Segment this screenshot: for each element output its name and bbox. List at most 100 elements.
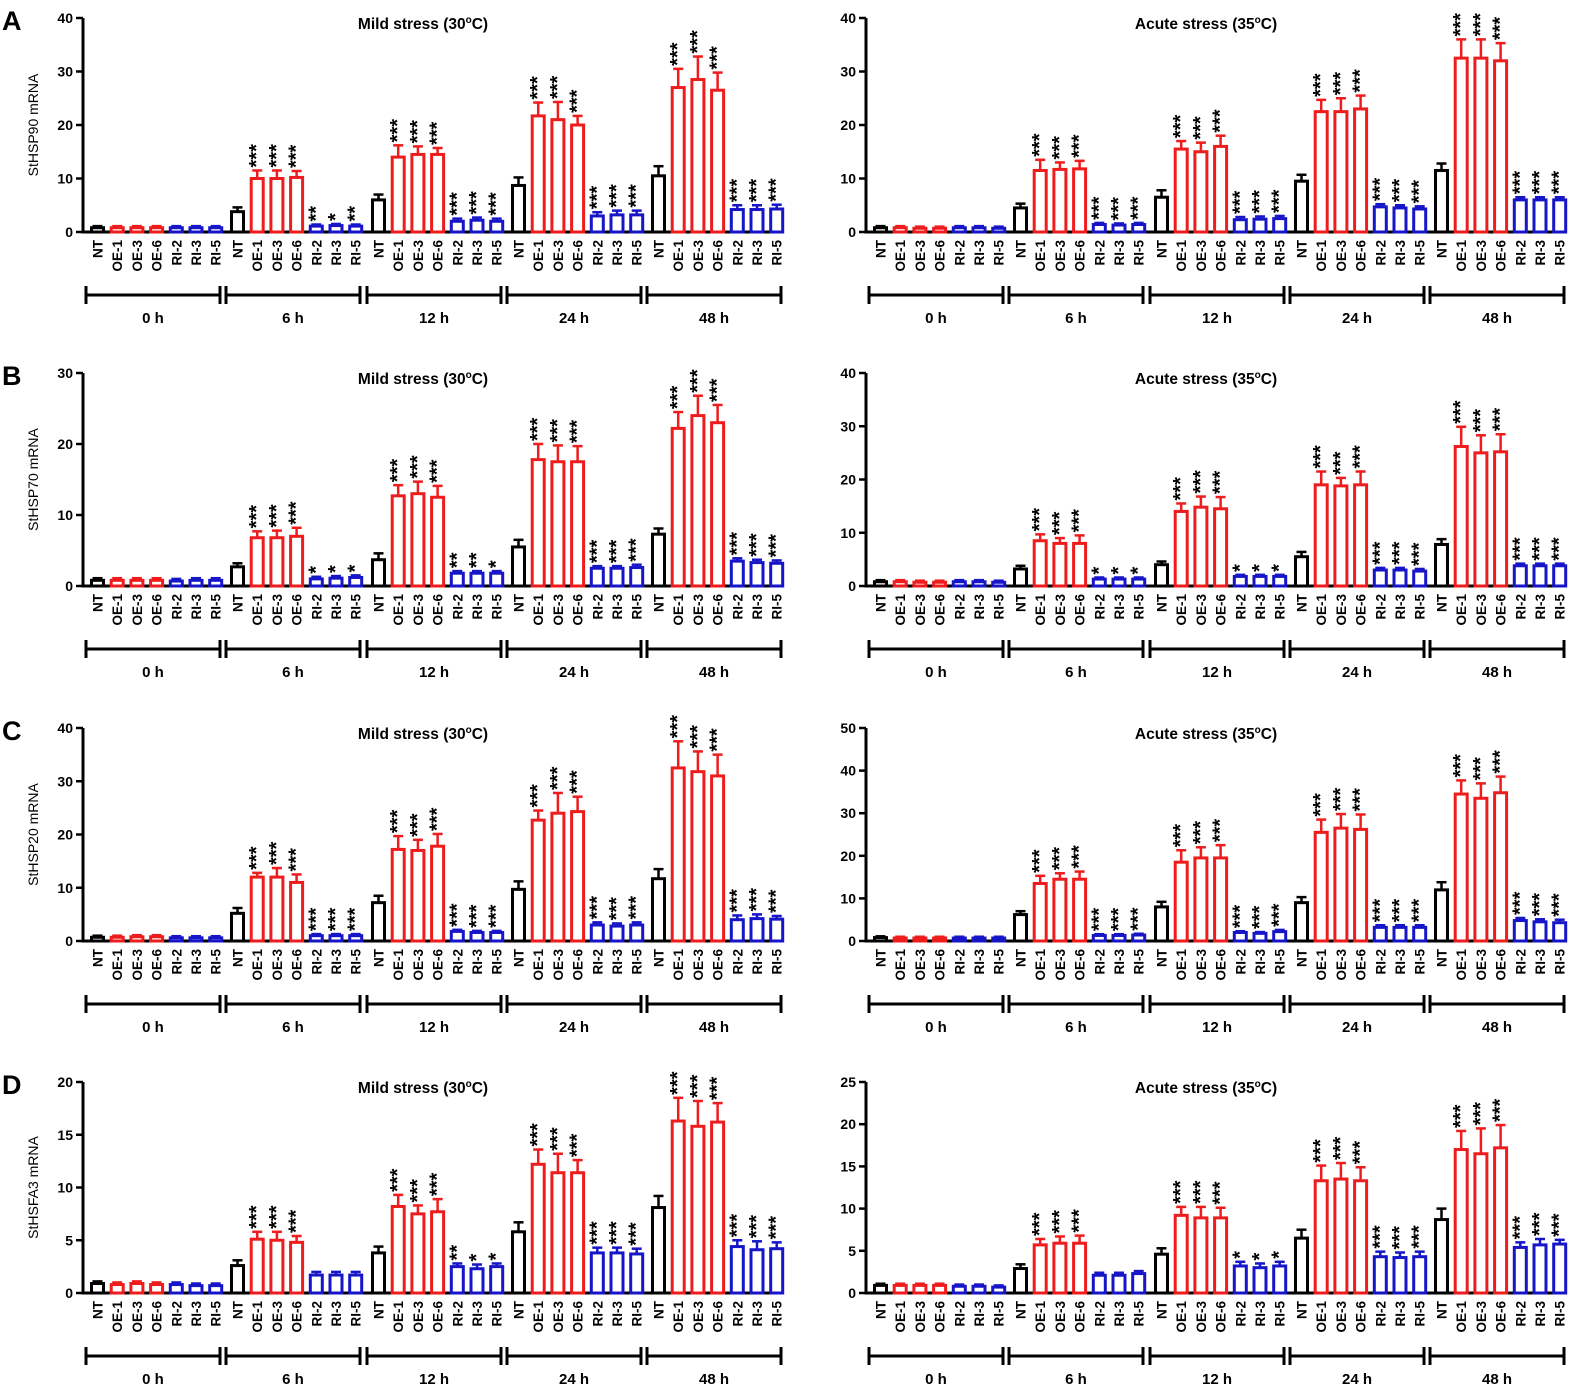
bar [1333,1177,1349,1295]
y-tick-label: 30 [57,365,73,381]
significance-label: *** [1190,1180,1212,1204]
x-tick-label: OE-1 [110,240,125,272]
bar [1473,56,1489,234]
bar [550,811,566,943]
timepoint-label: 6 h [1065,664,1087,681]
x-tick-label: RI-5 [1273,240,1288,266]
bar [430,1210,446,1295]
x-tick-label: OE-1 [1454,949,1469,981]
x-tick-label: OE-1 [671,594,686,626]
x-tick-label: RI-3 [972,240,987,266]
significance-label: *** [687,725,709,749]
significance-label: *** [286,1209,308,1233]
timepoint-label: 12 h [419,664,449,681]
x-tick-label: RI-2 [450,1301,465,1327]
x-tick-label: RI-2 [590,240,605,266]
bar [1091,1273,1107,1295]
bar [188,1284,204,1295]
bar [1111,577,1127,588]
significance-label: *** [606,184,628,208]
x-tick-label: OE-1 [1174,594,1189,626]
chart-panel-7: D Mild stress (30oC) StHSFA3 mRNA 0 5 10 15 20 N… [2,1070,788,1388]
x-tick-label: OE-1 [893,240,908,272]
significance-label: *** [606,540,628,564]
bar [629,1252,645,1295]
chart-title: Mild stress (30oC) [358,1079,488,1097]
x-tick-label: OE-1 [531,240,546,272]
significance-label: *** [407,1179,429,1203]
bar [230,911,245,943]
bar [1552,564,1568,588]
timepoint-label: 48 h [699,1371,729,1388]
significance-label: *** [667,1071,689,1095]
x-tick-label: OE-6 [150,1301,165,1333]
timepoint-label: 48 h [1482,1371,1512,1388]
bar [1353,107,1369,234]
significance-label: *** [1190,470,1212,494]
significance-label: *** [1470,13,1492,37]
x-tick-label: NT [512,593,527,612]
bar [1032,881,1048,943]
bar [1091,577,1107,588]
significance-label: *** [1310,445,1332,469]
panel-letter: D [2,1070,22,1100]
significance-label: * [305,566,327,574]
bar [511,1230,526,1295]
bar [511,887,526,943]
bar [168,1283,184,1295]
significance-label: *** [1490,750,1512,774]
y-tick-label: 50 [840,720,856,736]
bar [690,770,706,943]
bar [1072,167,1088,234]
bar [769,561,785,588]
bar [991,1285,1007,1295]
x-tick-label: RI-5 [770,949,785,975]
bar [1232,218,1248,234]
bar [609,566,625,588]
x-tick-label: OE-1 [1314,594,1329,626]
y-tick-label: 20 [57,827,73,843]
y-tick-label: 10 [840,525,856,541]
significance-label: *** [606,1221,628,1245]
bar [371,1251,386,1295]
bar [90,935,105,943]
chart-panel-3: B Mild stress (30oC) StHSP70 mRNA 0 10 20 30 NT… [2,361,788,681]
x-tick-label: OE-3 [270,240,285,272]
significance-label: *** [527,1123,549,1147]
x-tick-label: OE-6 [1073,1301,1088,1333]
significance-label: *** [1249,905,1271,929]
x-tick-label: RI-3 [1393,949,1408,975]
bar [951,1284,967,1295]
significance-label: *** [266,841,288,865]
x-tick-label: OE-3 [411,240,426,272]
x-tick-label: OE-6 [711,240,726,272]
y-tick-label: 10 [57,171,73,187]
x-tick-label: RI-3 [329,949,344,975]
bar [892,1283,908,1295]
x-tick-label: RI-5 [630,949,645,975]
x-tick-label: OE-6 [1354,240,1369,272]
x-tick-label: NT [372,1300,387,1319]
bar [971,580,987,588]
x-tick-label: OE-6 [933,949,948,981]
significance-label: *** [1088,908,1110,932]
x-tick-label: OE-6 [1073,949,1088,981]
bar [892,580,908,588]
x-tick-label: OE-1 [391,594,406,626]
significance-label: * [1128,566,1150,574]
x-tick-label: OE-1 [1454,240,1469,272]
timepoint-label: 24 h [1342,664,1372,681]
x-tick-label: RI-3 [750,949,765,975]
x-tick-label: NT [91,239,106,258]
x-tick-label: OE-3 [1194,240,1209,272]
y-tick-label: 40 [840,10,856,26]
x-tick-label: RI-3 [189,240,204,266]
bar [690,1124,706,1295]
bar [208,936,224,943]
x-tick-label: OE-6 [290,240,305,272]
x-tick-label: RI-2 [450,594,465,620]
x-tick-label: RI-5 [209,240,224,266]
x-tick-label: NT [231,593,246,612]
x-tick-label: OE-3 [913,594,928,626]
bar [651,1206,666,1295]
